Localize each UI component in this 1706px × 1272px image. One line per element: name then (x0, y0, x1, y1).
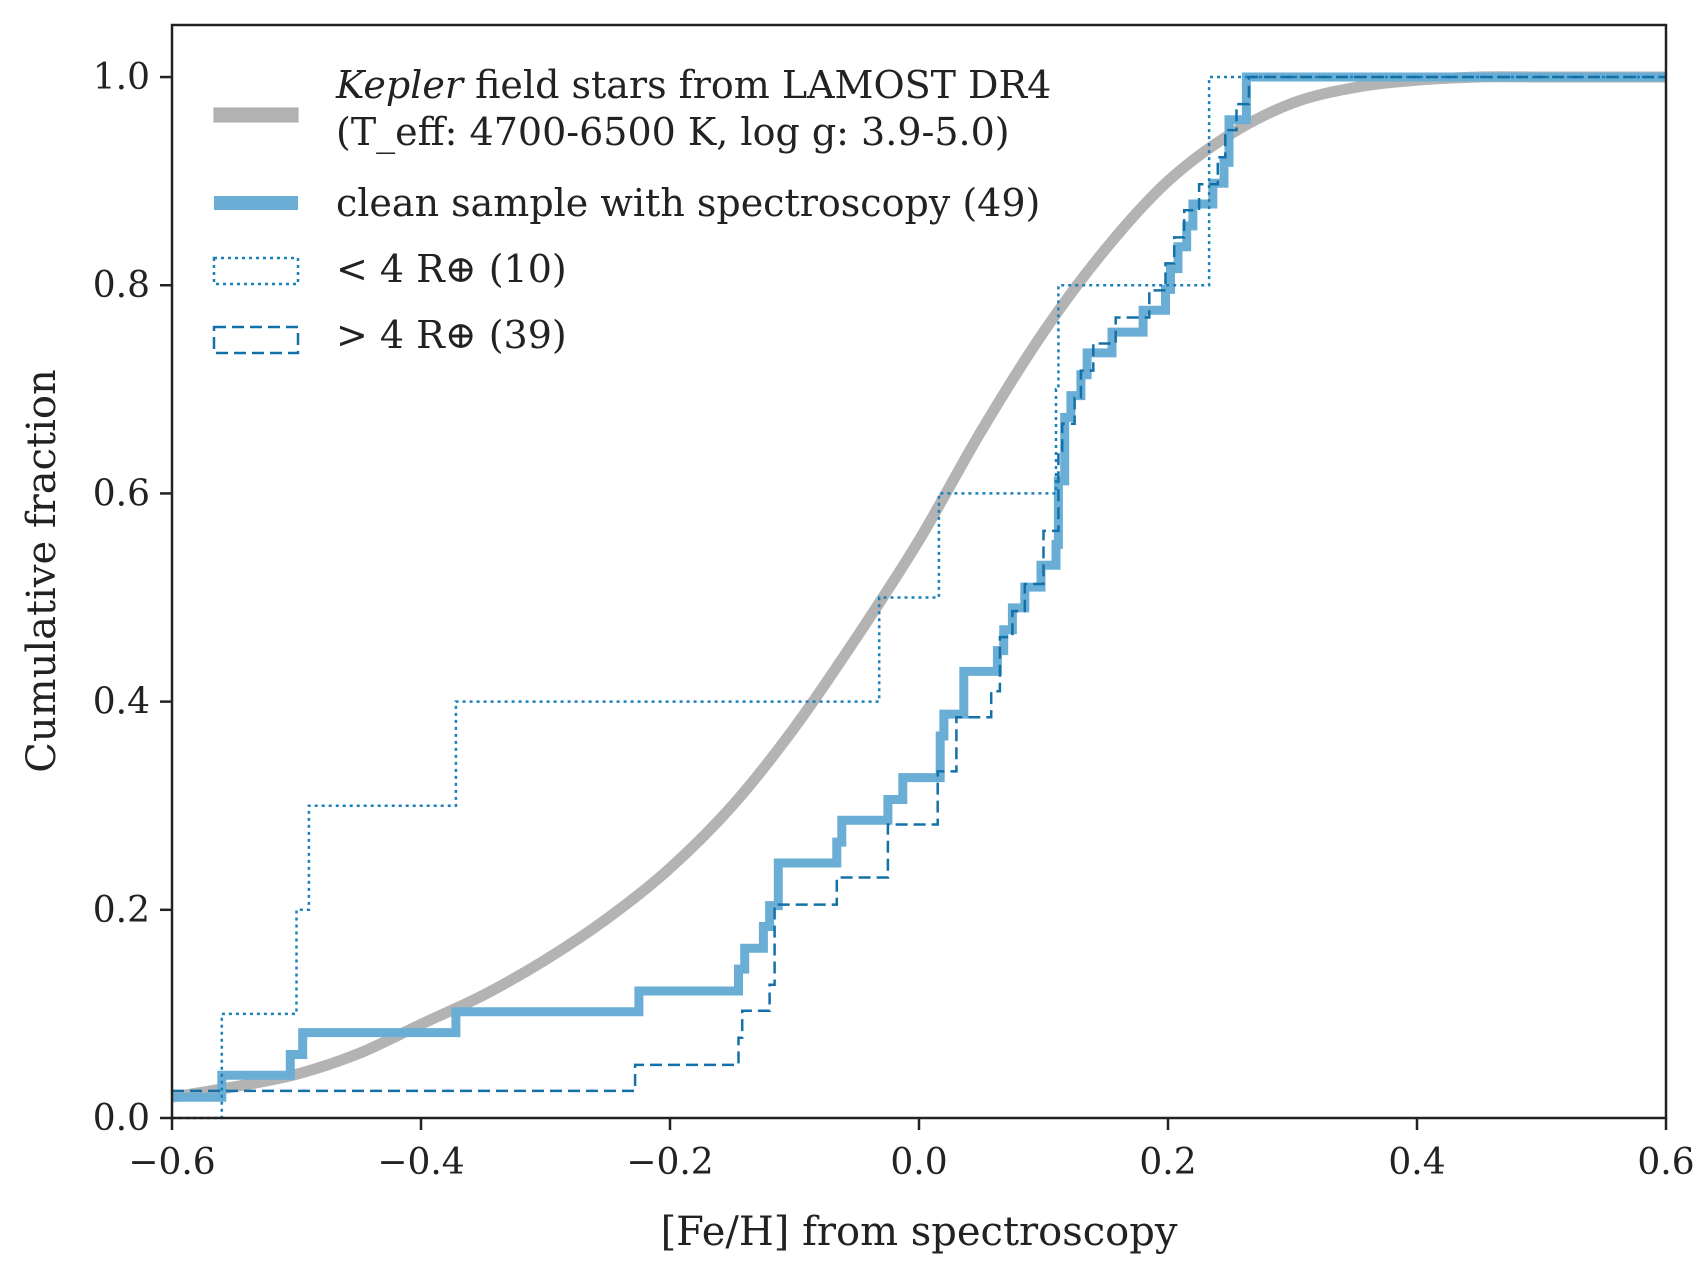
x-tick-label: 0.0 (890, 1142, 947, 1183)
legend-swatch-small (212, 256, 300, 286)
y-tick-label: 1.0 (93, 57, 150, 98)
x-axis-label: [Fe/H] from spectroscopy (661, 1209, 1178, 1255)
legend: Kepler field stars from LAMOST DR4 (T_ef… (212, 63, 1051, 357)
series-clean-line (172, 72, 1666, 1102)
series-layer (171, 71, 1666, 1120)
y-axis-label: Cumulative fraction (19, 369, 65, 772)
y-tick-label: 0.2 (93, 890, 150, 931)
legend-label-clean: clean sample with spectroscopy (49) (336, 181, 1040, 225)
legend-label-kepler: Kepler field stars from LAMOST DR4 (335, 63, 1051, 107)
legend-label-kepler-sub: (T_eff: 4700-6500 K, log g: 3.9-5.0) (336, 110, 1010, 155)
y-tick-label: 0.0 (93, 1098, 150, 1139)
x-tick-label: −0.6 (128, 1142, 215, 1183)
series-large-planets-line (172, 75, 1666, 1093)
legend-label-kepler-rest: field stars from LAMOST DR4 (463, 63, 1051, 107)
x-tick-label: 0.6 (1637, 1142, 1694, 1183)
legend-label-small: < 4 R⊕ (10) (336, 247, 567, 291)
tick-layer: −0.6 −0.4 −0.2 0.0 0.2 0.4 0.6 0.0 0.2 0.4 0.6 0.8 1… (93, 57, 1695, 1183)
y-tick-label: 0.8 (93, 265, 150, 306)
legend-swatch-kepler-outline (213, 107, 299, 123)
series-small-planets-line (172, 75, 1666, 1120)
x-tick-label: −0.2 (626, 1142, 713, 1183)
x-tick-label: 0.4 (1388, 1142, 1445, 1183)
y-tick-label: 0.4 (93, 682, 150, 723)
legend-label-kepler-italic: Kepler (335, 63, 466, 107)
legend-swatch-large (212, 325, 300, 355)
series-kepler-line (171, 71, 1666, 1103)
x-tick-label: 0.2 (1139, 1142, 1196, 1183)
x-tick-label: −0.4 (377, 1142, 464, 1183)
y-tick-label: 0.6 (93, 473, 150, 514)
legend-label-large: > 4 R⊕ (39) (336, 313, 567, 357)
